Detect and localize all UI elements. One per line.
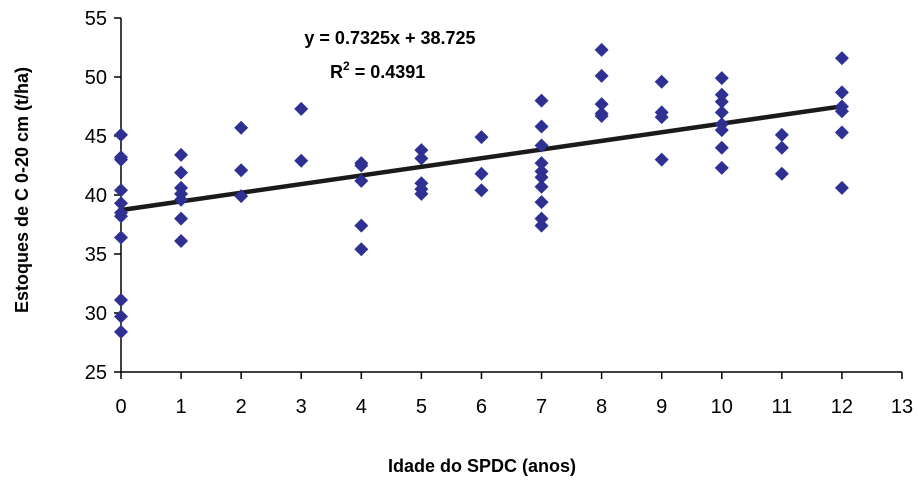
data-point	[594, 97, 609, 112]
data-point	[174, 192, 189, 207]
data-point	[534, 156, 549, 171]
data-point	[774, 127, 789, 142]
x-tick-label: 8	[596, 396, 607, 418]
data-point	[234, 163, 249, 178]
data-point	[114, 183, 128, 198]
data-point	[834, 180, 849, 195]
x-axis: 0 1 2 3 4 5 6 7 8 9 10 11 12 13	[115, 371, 913, 418]
data-point	[534, 119, 549, 134]
data-point	[174, 147, 189, 162]
data-point	[114, 324, 128, 339]
x-tick-label: 9	[656, 396, 667, 418]
x-axis-title: Idade do SPDC (anos)	[388, 456, 576, 476]
data-point	[774, 140, 789, 155]
data-point	[474, 166, 489, 181]
data-point	[714, 71, 729, 86]
x-tick-label: 12	[831, 396, 853, 418]
r-squared-prefix: R	[330, 62, 343, 82]
data-point	[294, 101, 309, 116]
data-point	[114, 230, 128, 245]
data-points	[114, 42, 849, 339]
data-point	[474, 130, 489, 145]
y-tick-label: 55	[85, 8, 107, 30]
data-point	[534, 179, 549, 194]
x-tick-label: 13	[891, 396, 913, 418]
data-point	[174, 165, 189, 180]
data-point	[114, 293, 128, 308]
data-point	[534, 195, 549, 210]
x-tick-label: 5	[416, 396, 427, 418]
data-point	[474, 183, 489, 198]
data-point	[834, 104, 849, 119]
x-tick-label: 3	[296, 396, 307, 418]
data-point	[654, 152, 669, 167]
x-tick-label: 6	[476, 396, 487, 418]
y-tick-label: 40	[85, 185, 107, 207]
regression-equation: y = 0.7325x + 38.725	[304, 28, 475, 48]
data-point	[354, 242, 369, 257]
y-axis: 25 30 35 40 45 50 55	[85, 8, 122, 384]
data-point	[714, 105, 729, 120]
data-point	[654, 74, 669, 89]
data-point	[534, 218, 549, 233]
data-point	[414, 186, 429, 201]
data-point	[114, 309, 128, 324]
data-point	[714, 140, 729, 155]
data-point	[294, 153, 309, 168]
data-point	[114, 127, 128, 142]
x-tick-label: 10	[711, 396, 733, 418]
data-point	[114, 209, 128, 224]
x-tick-label: 2	[236, 396, 247, 418]
data-point	[414, 143, 429, 158]
y-tick-label: 50	[85, 67, 107, 89]
y-tick-label: 45	[85, 126, 107, 148]
data-point	[654, 110, 669, 125]
data-point	[354, 218, 369, 233]
data-point	[174, 211, 189, 226]
data-point	[534, 170, 549, 185]
data-point	[354, 173, 369, 188]
y-tick-label: 35	[85, 244, 107, 266]
data-point	[594, 68, 609, 83]
data-point	[234, 120, 249, 135]
x-tick-label: 0	[115, 396, 126, 418]
x-tick-label: 7	[536, 396, 547, 418]
data-point	[714, 160, 729, 175]
data-point	[174, 234, 189, 249]
data-point	[534, 93, 549, 108]
y-tick-label: 25	[85, 362, 107, 384]
y-tick-label: 30	[85, 303, 107, 325]
data-point	[114, 196, 128, 211]
data-point	[534, 211, 549, 226]
data-point	[594, 108, 609, 123]
x-tick-label: 11	[771, 396, 792, 418]
y-axis-title: Estoques de C 0-20 cm (t/ha)	[12, 67, 32, 313]
data-point	[834, 125, 849, 140]
data-point	[234, 189, 249, 204]
r-squared-label: R2 = 0.4391	[330, 59, 425, 82]
data-point	[714, 94, 729, 109]
data-point	[714, 123, 729, 138]
data-point	[834, 51, 849, 66]
data-point	[354, 158, 369, 173]
r-squared-superscript: 2	[343, 59, 350, 73]
data-point	[834, 85, 849, 100]
data-point	[774, 166, 789, 181]
data-point	[714, 87, 729, 102]
r-squared-value: = 0.4391	[350, 62, 426, 82]
data-point	[114, 152, 128, 167]
data-point	[594, 42, 609, 57]
x-tick-label: 1	[176, 396, 187, 418]
data-point	[414, 151, 429, 166]
data-point	[534, 138, 549, 153]
x-tick-label: 4	[356, 396, 367, 418]
